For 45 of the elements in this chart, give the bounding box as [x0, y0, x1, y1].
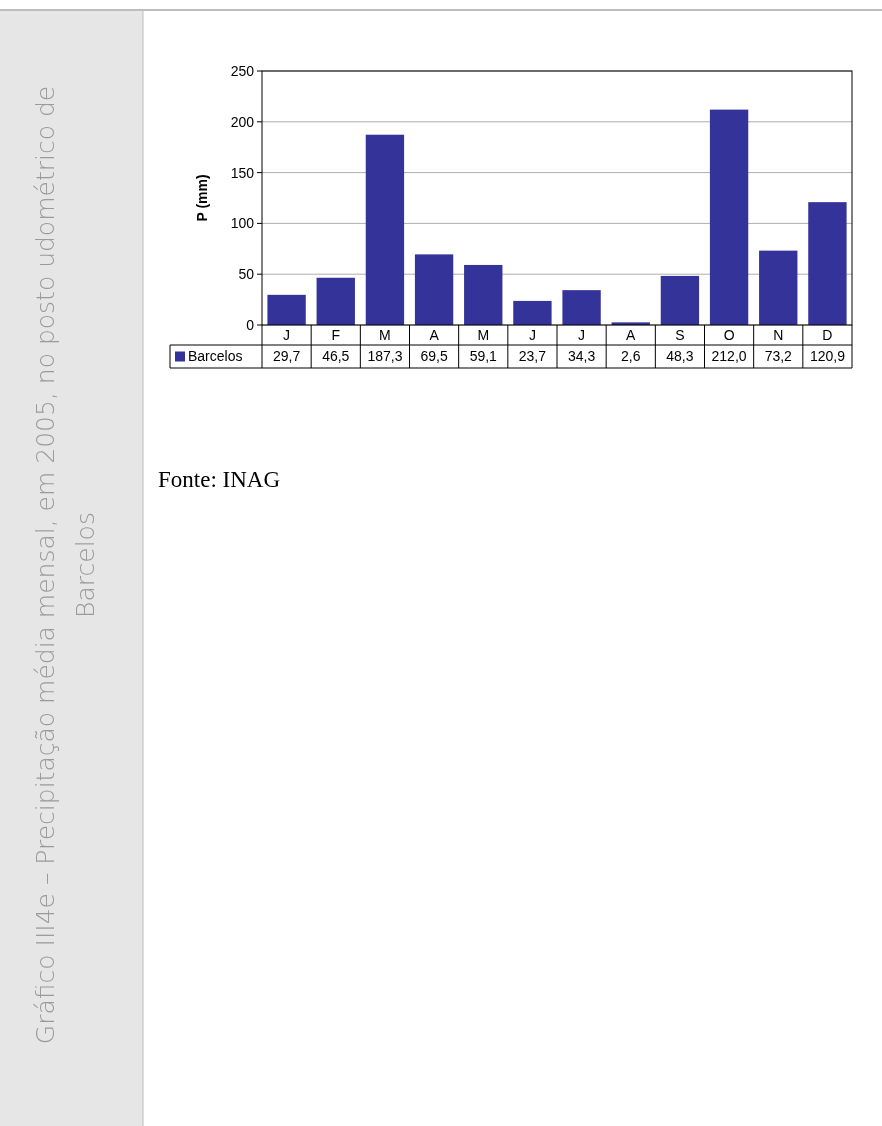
x-tick-label: M: [379, 326, 391, 343]
x-tick-label: F: [331, 326, 341, 343]
bar: [759, 250, 798, 325]
bar: [562, 290, 601, 325]
data-label: 2,6: [621, 348, 641, 365]
bar: [316, 277, 355, 325]
bar: [365, 134, 405, 325]
data-label: 46,5: [322, 348, 350, 365]
x-tick-label: M: [477, 326, 490, 343]
data-label: 34,3: [567, 348, 596, 365]
x-tick-label: N: [773, 326, 784, 343]
bar: [464, 264, 503, 325]
data-label: 59,1: [469, 348, 498, 365]
data-label: 48,3: [666, 348, 694, 365]
bar: [709, 109, 749, 325]
legend-label: Barcelos: [188, 348, 243, 365]
x-tick-label: J: [578, 326, 586, 343]
bar: [660, 275, 700, 325]
x-tick-label: A: [626, 326, 637, 343]
bar: [267, 294, 306, 325]
y-tick-label: 250: [230, 62, 255, 79]
y-tick-label: 200: [230, 113, 255, 130]
y-tick-label: 150: [230, 164, 255, 181]
x-tick-label: J: [528, 326, 536, 343]
x-tick-label: A: [429, 326, 440, 343]
data-label: 29,7: [272, 348, 301, 365]
y-tick-label: 0: [246, 316, 255, 333]
x-tick-label: O: [723, 326, 735, 343]
y-tick-label: 100: [230, 215, 255, 232]
text: Gráfico III4e – Precipitação média mensal, em 2005, no posto udométrico de Barcelos: [31, 85, 100, 1045]
data-label: 69,5: [420, 348, 448, 365]
bar: [414, 254, 454, 325]
data-label: 187,3: [367, 348, 403, 365]
data-label: 23,7: [518, 348, 547, 365]
x-tick-label: J: [283, 326, 291, 343]
source-note: Fonte: INAG: [158, 467, 281, 492]
data-label: 212,0: [711, 348, 747, 365]
x-tick-label: S: [675, 326, 685, 343]
y-tick-label: 50: [238, 266, 255, 283]
y-axis-title: P (mm): [194, 174, 210, 222]
bar: [513, 300, 552, 325]
data-label: 73,2: [764, 348, 793, 365]
x-tick-label: D: [822, 326, 833, 343]
data-label: 120,9: [809, 348, 846, 365]
bar: [808, 202, 847, 325]
